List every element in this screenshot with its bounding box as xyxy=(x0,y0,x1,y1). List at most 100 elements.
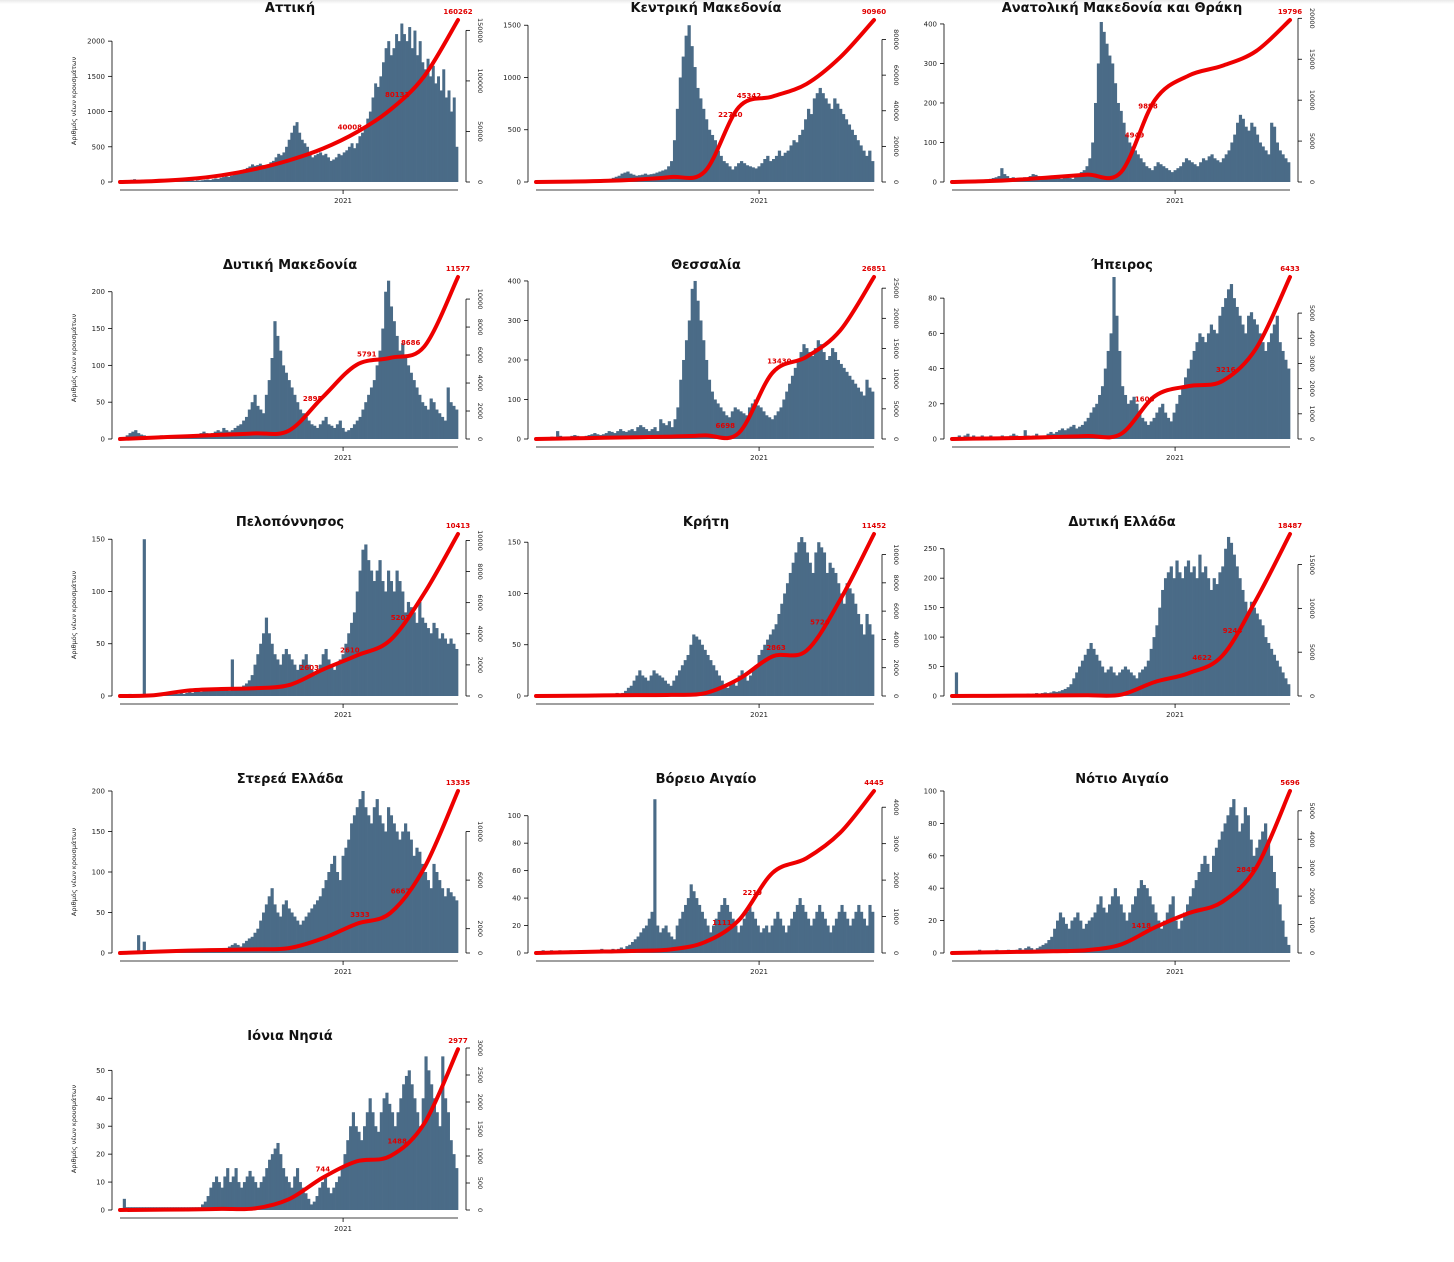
daily-cases-bar xyxy=(829,932,833,953)
daily-cases-bar xyxy=(856,387,861,439)
daily-cases-bar xyxy=(1214,847,1219,953)
x-tick-label: 2021 xyxy=(750,197,768,205)
daily-cases-bar xyxy=(341,855,345,953)
daily-cases-bar xyxy=(808,562,812,696)
y-axis-label: Αριθμός νέων κρουσμάτων xyxy=(70,57,78,146)
daily-cases-bar xyxy=(832,925,836,953)
daily-cases-bar xyxy=(1123,394,1128,439)
daily-cases-bar xyxy=(757,654,761,696)
daily-cases-bar xyxy=(449,892,453,953)
daily-cases-bar xyxy=(836,103,840,182)
daily-cases-bar xyxy=(376,1131,381,1210)
daily-cases-bar xyxy=(350,143,354,182)
daily-cases-bar xyxy=(381,581,385,696)
daily-cases-bar xyxy=(649,675,653,696)
daily-cases-bar xyxy=(270,643,274,696)
daily-cases-bar xyxy=(650,429,654,439)
daily-cases-bar xyxy=(1165,912,1170,953)
daily-cases-bar xyxy=(1106,669,1110,696)
daily-cases-bar xyxy=(266,164,270,182)
daily-cases-bar xyxy=(786,150,790,182)
daily-cases-bar xyxy=(338,880,342,953)
daily-cases-bar xyxy=(690,46,694,183)
daily-cases-bar xyxy=(412,612,416,696)
daily-cases-bar xyxy=(360,1140,364,1210)
daily-cases-bar xyxy=(1247,613,1251,696)
x-tick-label: 2021 xyxy=(750,968,768,976)
daily-cases-bar xyxy=(656,925,660,953)
daily-cases-bar xyxy=(1203,855,1207,953)
y-tick-label: 1000 xyxy=(503,74,521,82)
daily-cases-bar xyxy=(795,904,799,953)
daily-cases-bar xyxy=(1188,896,1193,953)
y-tick-label: 200 xyxy=(924,575,937,583)
daily-cases-bar xyxy=(455,146,459,182)
daily-cases-bar xyxy=(1066,428,1070,439)
cumulative-annotation: 2848 xyxy=(1236,866,1256,874)
daily-cases-bar xyxy=(137,935,141,953)
chart-title: Βόρειο Αιγαίο xyxy=(655,772,757,787)
daily-cases-bar xyxy=(295,122,299,182)
daily-cases-bar xyxy=(361,409,365,439)
daily-cases-bar xyxy=(1076,174,1081,182)
daily-cases-bar xyxy=(335,664,340,696)
cumulative-annotation: 4622 xyxy=(1192,654,1212,662)
daily-cases-bar xyxy=(848,588,852,696)
daily-cases-bar xyxy=(304,1193,308,1210)
daily-cases-bar xyxy=(402,34,406,182)
daily-cases-bar xyxy=(442,69,446,182)
daily-cases-bar xyxy=(245,167,249,182)
daily-cases-bar xyxy=(443,638,447,696)
y-tick-label: 0 xyxy=(517,179,521,187)
daily-cases-bar xyxy=(219,177,223,182)
daily-cases-bar xyxy=(1041,944,1045,953)
daily-cases-bar xyxy=(240,1187,244,1210)
daily-cases-bar xyxy=(1089,642,1093,696)
chart-svg: 0204060801000100020003000400050002021141… xyxy=(924,779,1316,976)
daily-cases-bar xyxy=(334,157,338,182)
daily-cases-bar xyxy=(737,932,741,953)
daily-cases-bar xyxy=(386,807,391,953)
y2-tick-label: 6000 xyxy=(476,872,484,889)
daily-cases-bar xyxy=(237,1182,241,1210)
daily-cases-bar xyxy=(742,918,746,953)
daily-cases-bar xyxy=(201,180,205,182)
daily-cases-bar xyxy=(329,1193,333,1210)
daily-cases-bar xyxy=(1281,920,1285,953)
y2-tick-label: 100000 xyxy=(476,69,484,94)
daily-cases-bar xyxy=(753,918,758,953)
daily-cases-bar xyxy=(1072,424,1076,439)
daily-cases-bar xyxy=(281,654,286,696)
daily-cases-bar xyxy=(759,932,763,953)
daily-cases-bar xyxy=(134,430,138,439)
daily-cases-bar xyxy=(799,352,803,439)
daily-cases-bar xyxy=(766,639,770,696)
daily-cases-bar xyxy=(1241,324,1245,439)
y-tick-label: 60 xyxy=(928,852,937,860)
daily-cases-bar xyxy=(225,689,229,696)
daily-cases-bar xyxy=(1054,177,1058,182)
daily-cases-bar xyxy=(1249,839,1253,953)
y2-tick-label: 20000 xyxy=(892,308,900,329)
daily-cases-bar xyxy=(652,670,656,696)
daily-cases-bar xyxy=(1141,417,1145,439)
daily-cases-bar xyxy=(736,409,740,439)
daily-cases-bar xyxy=(1145,166,1149,182)
daily-cases-bar xyxy=(726,687,730,696)
bar-series xyxy=(954,536,1291,696)
y-tick-label: 100 xyxy=(508,396,521,404)
daily-cases-bar xyxy=(358,136,362,182)
daily-cases-bar xyxy=(327,872,331,953)
daily-cases-bar xyxy=(749,675,753,696)
daily-cases-bar xyxy=(1126,669,1130,696)
cumulative-cases-line xyxy=(118,1047,460,1212)
daily-cases-bar xyxy=(862,395,866,439)
daily-cases-bar xyxy=(1000,168,1004,182)
daily-cases-bar xyxy=(780,603,784,696)
daily-cases-bar xyxy=(446,888,450,953)
y-axis-label: Αριθμός νέων κρουσμάτων xyxy=(70,1085,78,1174)
daily-cases-bar xyxy=(672,939,677,953)
y2-tick-label: 150000 xyxy=(476,18,484,43)
daily-cases-bar xyxy=(366,118,370,182)
daily-cases-bar xyxy=(282,152,286,182)
